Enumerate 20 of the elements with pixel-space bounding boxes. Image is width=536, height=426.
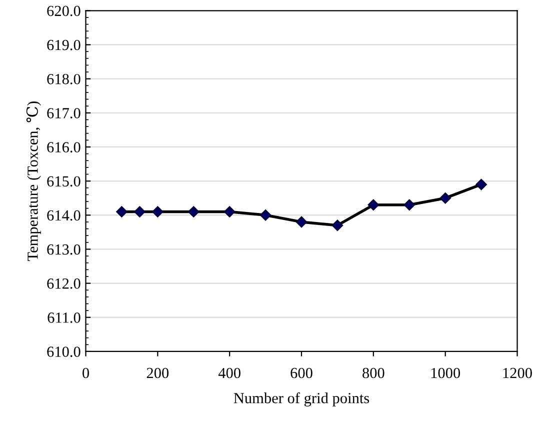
y-tick-label: 617.0: [47, 108, 80, 118]
y-tick-label: 616.0: [47, 142, 80, 152]
x-tick-label: 800: [362, 368, 384, 378]
y-tick-label: 620.0: [47, 6, 80, 16]
x-axis-title: Number of grid points: [234, 392, 370, 406]
y-tick-label: 611.0: [48, 312, 80, 323]
x-tick-label: 1200: [503, 368, 532, 378]
y-tick-label: 614.0: [47, 210, 80, 221]
x-tick-label: 200: [146, 368, 169, 378]
y-tick-label: 610.0: [47, 346, 80, 357]
x-tick-label: 600: [290, 368, 312, 378]
y-tick-label: 615.0: [47, 176, 80, 187]
y-tick-label: 613.0: [47, 244, 80, 255]
x-tick-label: 1000: [431, 368, 460, 378]
y-tick-label: 619.0: [47, 40, 80, 50]
x-tick-label: 400: [218, 368, 240, 378]
y-axis-title: Temperature (Toxcen, ℃): [26, 102, 41, 261]
y-tick-label: 612.0: [47, 278, 80, 289]
y-tick-label: 618.0: [47, 74, 80, 84]
x-tick-label: 0: [82, 368, 89, 378]
